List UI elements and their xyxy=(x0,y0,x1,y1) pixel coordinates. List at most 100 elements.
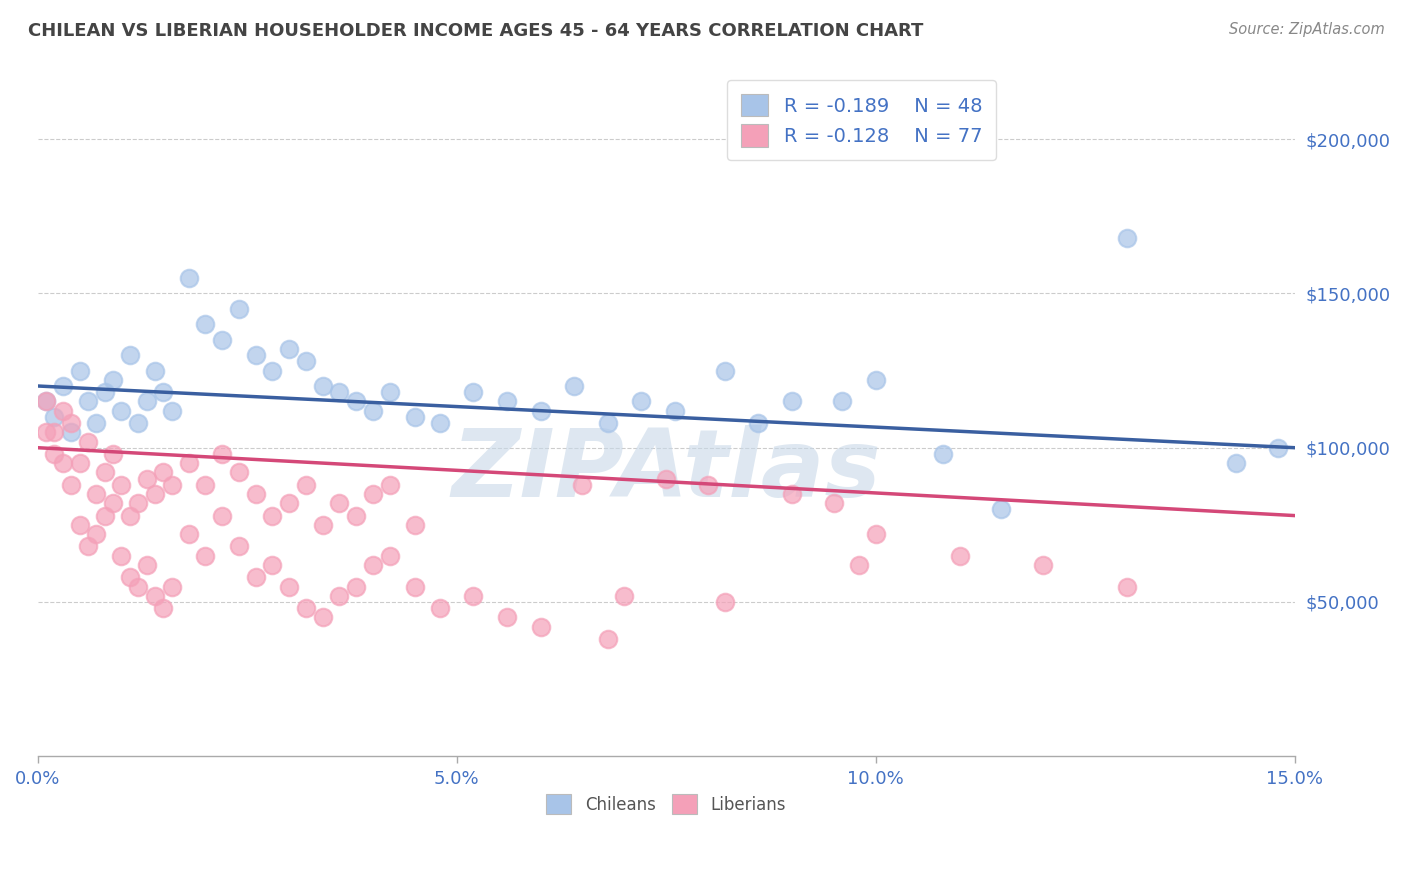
Point xyxy=(1225,456,1247,470)
Point xyxy=(194,477,217,491)
Legend: Chileans, Liberians: Chileans, Liberians xyxy=(538,786,794,822)
Point xyxy=(463,385,485,400)
Point xyxy=(463,589,485,603)
Point xyxy=(344,394,367,409)
Point xyxy=(143,487,166,501)
Point xyxy=(496,610,519,624)
Point xyxy=(177,527,200,541)
Point xyxy=(86,416,108,430)
Point xyxy=(211,447,233,461)
Point xyxy=(110,549,132,563)
Point xyxy=(35,394,58,409)
Point xyxy=(948,549,970,563)
Point xyxy=(311,379,333,393)
Point xyxy=(295,601,318,615)
Point xyxy=(110,403,132,417)
Point xyxy=(328,385,350,400)
Point xyxy=(245,570,267,584)
Point xyxy=(613,589,636,603)
Point xyxy=(211,333,233,347)
Point xyxy=(35,425,58,440)
Point xyxy=(152,466,174,480)
Point xyxy=(311,517,333,532)
Point xyxy=(378,385,401,400)
Point xyxy=(135,394,157,409)
Point xyxy=(529,620,551,634)
Point xyxy=(404,409,426,424)
Point xyxy=(44,447,66,461)
Point xyxy=(152,385,174,400)
Point xyxy=(44,409,66,424)
Point xyxy=(60,425,83,440)
Point xyxy=(1116,580,1139,594)
Point xyxy=(278,342,301,356)
Point xyxy=(211,508,233,523)
Point xyxy=(118,508,141,523)
Point xyxy=(118,570,141,584)
Point xyxy=(378,549,401,563)
Point xyxy=(262,508,284,523)
Point xyxy=(69,456,91,470)
Point xyxy=(823,496,845,510)
Point xyxy=(990,502,1012,516)
Point xyxy=(77,434,100,449)
Point xyxy=(93,385,115,400)
Point xyxy=(60,416,83,430)
Point xyxy=(664,403,686,417)
Point xyxy=(562,379,585,393)
Point xyxy=(60,477,83,491)
Point xyxy=(1116,231,1139,245)
Point xyxy=(245,487,267,501)
Point xyxy=(496,394,519,409)
Point xyxy=(77,540,100,554)
Point xyxy=(596,632,619,646)
Point xyxy=(655,472,678,486)
Point xyxy=(780,394,803,409)
Point xyxy=(1267,441,1289,455)
Point xyxy=(127,416,149,430)
Point xyxy=(228,466,250,480)
Text: Source: ZipAtlas.com: Source: ZipAtlas.com xyxy=(1229,22,1385,37)
Point xyxy=(77,394,100,409)
Point xyxy=(93,466,115,480)
Point xyxy=(831,394,853,409)
Point xyxy=(127,580,149,594)
Point xyxy=(571,477,593,491)
Point xyxy=(52,403,75,417)
Point xyxy=(378,477,401,491)
Point xyxy=(118,348,141,362)
Point xyxy=(747,416,769,430)
Point xyxy=(361,558,384,572)
Point xyxy=(228,301,250,316)
Point xyxy=(194,549,217,563)
Point xyxy=(143,363,166,377)
Point xyxy=(429,601,451,615)
Point xyxy=(101,447,124,461)
Point xyxy=(697,477,720,491)
Point xyxy=(429,416,451,430)
Point xyxy=(86,487,108,501)
Point xyxy=(52,456,75,470)
Point xyxy=(344,508,367,523)
Point xyxy=(361,403,384,417)
Point xyxy=(361,487,384,501)
Point xyxy=(932,447,955,461)
Point xyxy=(228,540,250,554)
Point xyxy=(152,601,174,615)
Point xyxy=(52,379,75,393)
Point xyxy=(529,403,551,417)
Point xyxy=(44,425,66,440)
Point xyxy=(404,580,426,594)
Point xyxy=(135,558,157,572)
Point xyxy=(177,456,200,470)
Point xyxy=(278,580,301,594)
Point xyxy=(160,403,183,417)
Text: ZIPAtlas: ZIPAtlas xyxy=(451,425,882,517)
Point xyxy=(245,348,267,362)
Point xyxy=(848,558,870,572)
Point xyxy=(127,496,149,510)
Point xyxy=(262,363,284,377)
Point xyxy=(630,394,652,409)
Point xyxy=(69,517,91,532)
Point xyxy=(596,416,619,430)
